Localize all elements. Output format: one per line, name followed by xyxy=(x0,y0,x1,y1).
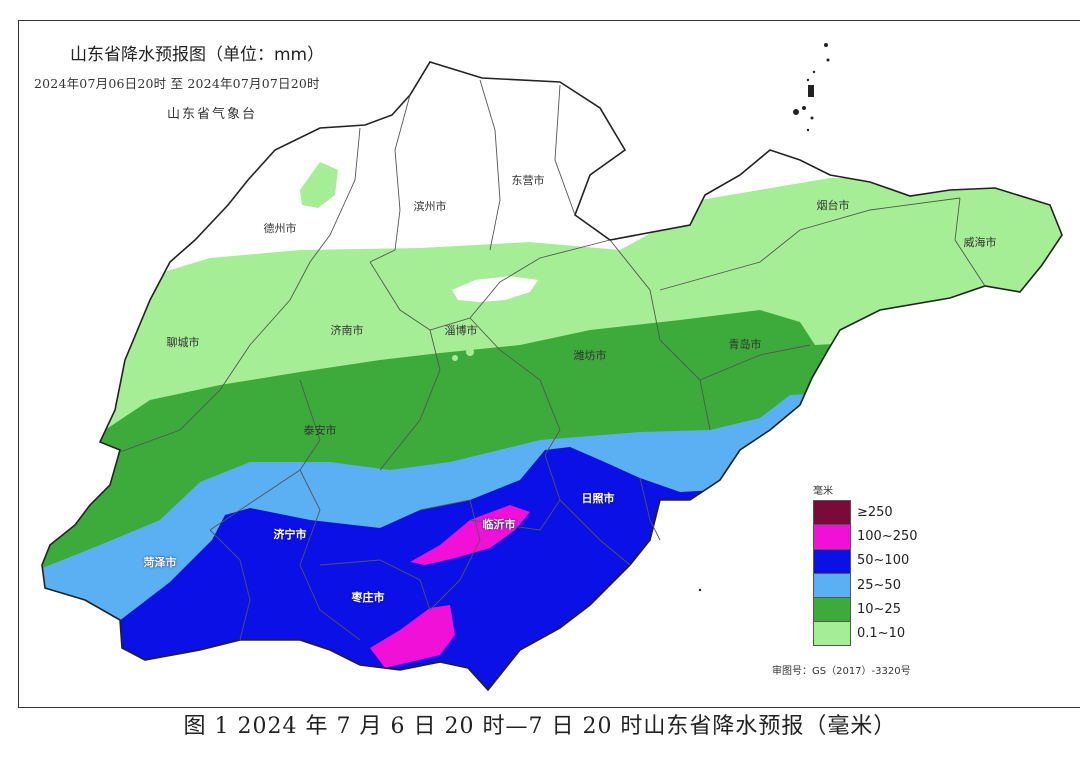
map-review-number: 审图号：GS（2017）-3320号 xyxy=(772,666,911,677)
issuing-agency: 山东省气象台 xyxy=(167,107,258,122)
figure-caption: 图 1 2024 年 7 月 6 日 20 时—7 日 20 时山东省降水预报（… xyxy=(183,714,897,739)
legend-swatch xyxy=(813,621,851,646)
city-label: 济南市 xyxy=(330,324,364,337)
legend-label: 50~100 xyxy=(857,553,910,569)
legend-label: 25~50 xyxy=(857,577,901,593)
legend-label: ≥250 xyxy=(857,504,893,520)
legend-item: 0.1~10 xyxy=(813,621,918,646)
city-label: 德州市 xyxy=(263,222,297,235)
city-label: 烟台市 xyxy=(816,199,850,212)
city-label: 滨州市 xyxy=(413,200,447,213)
city-label: 济宁市 xyxy=(273,528,307,541)
city-label: 临沂市 xyxy=(482,518,516,531)
city-label: 淄博市 xyxy=(444,324,478,337)
legend-item: 25~50 xyxy=(813,572,918,598)
legend-swatch xyxy=(813,500,851,525)
legend-swatch xyxy=(813,524,851,549)
legend-label: 100~250 xyxy=(857,528,918,544)
city-label: 威海市 xyxy=(963,236,997,249)
city-boundaries xyxy=(119,79,986,641)
legend-label: 10~25 xyxy=(857,601,901,617)
city-label: 潍坊市 xyxy=(573,349,607,362)
legend-swatch xyxy=(813,597,851,622)
city-label: 枣庄市 xyxy=(351,591,385,604)
map-title: 山东省降水预报图（单位：mm） xyxy=(70,45,325,65)
legend-label: 0.1~10 xyxy=(857,626,906,642)
city-label: 聊城市 xyxy=(166,336,200,349)
city-label: 东营市 xyxy=(511,174,545,187)
province-outline xyxy=(41,61,1063,692)
legend-swatch xyxy=(813,548,851,573)
city-label: 菏泽市 xyxy=(143,556,177,569)
city-label: 泰安市 xyxy=(303,424,337,437)
legend: 毫米 ≥250 100~250 50~100 25~50 10~25 0.1~10 xyxy=(813,482,918,646)
city-label: 日照市 xyxy=(581,492,615,505)
legend-item: ≥250 xyxy=(813,500,918,525)
city-label: 青岛市 xyxy=(728,338,762,351)
legend-item: 10~25 xyxy=(813,597,918,622)
legend-unit: 毫米 xyxy=(813,486,833,497)
legend-item: 100~250 xyxy=(813,524,918,549)
islands xyxy=(698,43,830,592)
legend-swatch xyxy=(813,572,851,598)
legend-item: 50~100 xyxy=(813,548,918,573)
forecast-period: 2024年07月06日20时 至 2024年07月07日20时 xyxy=(34,76,320,91)
